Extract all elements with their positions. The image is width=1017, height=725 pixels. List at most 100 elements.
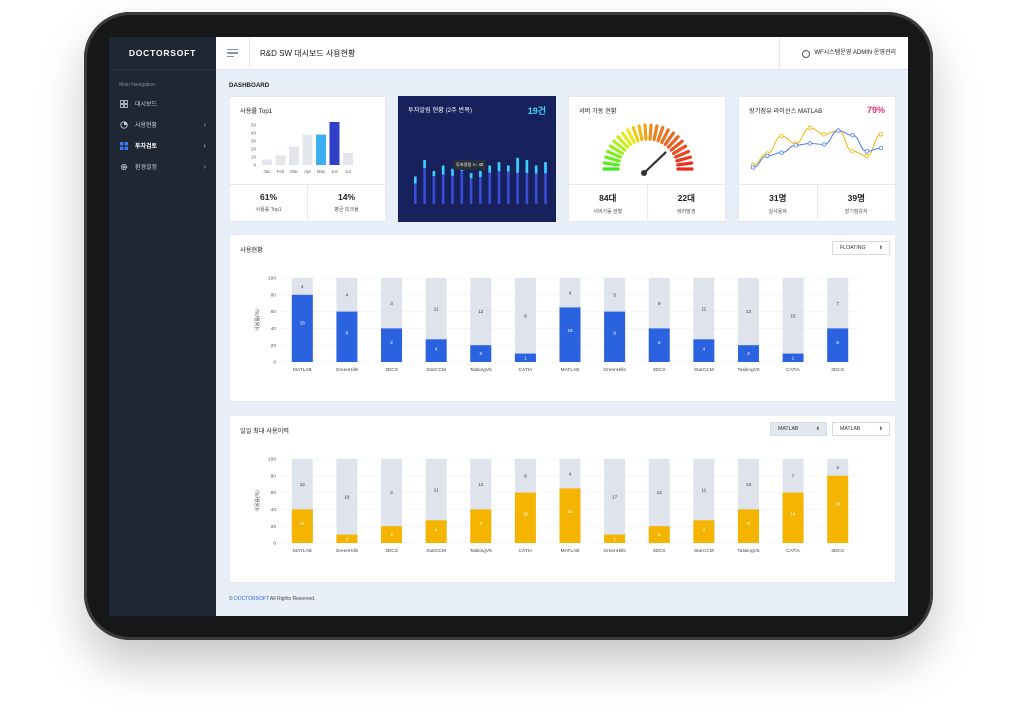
bar [336, 534, 358, 543]
x-tick-label: StarCCM [694, 548, 714, 554]
stat-server-errors: 22대 에러발생 [646, 185, 726, 221]
y-tick-label: 20 [271, 343, 277, 349]
card-title: 서버 가동 현황 [579, 108, 617, 115]
app-logo[interactable]: DOCTORSOFT [109, 37, 216, 70]
panel-title: 사용현황 [240, 247, 263, 254]
bar-highlight [479, 171, 482, 177]
bar-value-label: 2 [346, 536, 349, 541]
invest-count-badge: 19건 [527, 106, 546, 116]
sidebar-item-label: 대시보드 [135, 102, 158, 108]
stat-label: 에러발생 [677, 209, 696, 215]
footer-brand[interactable]: DOCTORSOFT [234, 596, 269, 602]
remaining-value-label: 12 [478, 309, 484, 314]
y-tick-label: 40 [271, 326, 277, 332]
license-type-select[interactable]: FLOATING ⬍ [832, 241, 890, 255]
bar [648, 526, 670, 543]
stat-real-users: 31명 실사용자 [739, 185, 817, 221]
y-tick-label: 50 [251, 123, 257, 128]
x-tick-label: CATIA [518, 548, 533, 554]
remaining-value-label: 12 [478, 482, 484, 487]
bar [497, 162, 501, 204]
gauge-tick [626, 128, 636, 144]
bar-value-label: 4 [703, 346, 706, 351]
gauge-needle [642, 151, 667, 175]
menu-icon[interactable] [227, 49, 238, 58]
software-filter-select[interactable]: MATLAB ⬍ [832, 422, 890, 436]
stat-long-holders: 39명 장기점유자 [816, 185, 896, 221]
data-point [864, 149, 869, 154]
gauge-tick [616, 135, 630, 149]
remaining-value-label: 11 [434, 306, 439, 311]
stat-label: 실사용자 [768, 209, 787, 215]
bar [316, 134, 326, 165]
data-point [850, 133, 855, 138]
bar [460, 160, 464, 204]
bar-value-label: 3 [479, 351, 482, 356]
data-point [821, 132, 827, 137]
bar [302, 134, 313, 165]
data-point [850, 149, 855, 154]
bar [381, 526, 403, 543]
x-tick-label: Jun [331, 169, 339, 174]
bar-value-label: 3 [479, 521, 482, 526]
bar-value-label: 9 [613, 330, 616, 335]
bar [343, 153, 353, 165]
bar-value-label: 1 [524, 355, 527, 360]
chevron-right-icon: › [203, 141, 206, 150]
license-percent-badge: 79% [866, 105, 885, 115]
software-select[interactable]: MATLAB ⬍ [770, 422, 827, 436]
bar [289, 146, 299, 165]
bar [604, 311, 626, 362]
page-title: R&D SW 대시보드 사용현황 [260, 49, 356, 58]
invest-chart [414, 157, 547, 204]
bar [469, 173, 473, 204]
stat-row: 31명 실사용자 39명 장기점유자 [739, 184, 895, 221]
bar-value-label: 4 [435, 346, 438, 351]
bar-value-label: 2 [390, 340, 393, 345]
gauge-tick [672, 144, 688, 156]
bar [488, 165, 491, 204]
remaining-value-label: 13 [746, 309, 752, 314]
stat-label: 사용률 Top1 [255, 207, 282, 213]
sidebar-item-settings[interactable]: 환경설정 › [109, 156, 216, 177]
x-tick-label: 3DCS [653, 548, 666, 554]
select-value: MATLAB [778, 426, 799, 432]
stat-value: 22대 [677, 193, 695, 203]
bar [737, 345, 759, 362]
y-tick-label: 60 [271, 309, 277, 315]
invest-card: 투자알림 현황 (2주 반복) 19건 투자알림 A : 40 [398, 96, 556, 222]
remaining-value-label: 3 [390, 301, 393, 306]
sidebar-item-usage[interactable]: 사용현황 › [109, 114, 216, 135]
sidebar-item-dashboard[interactable]: 대시보드 [109, 93, 216, 114]
sidebar-item-label: 투자검토 [135, 144, 158, 150]
bar [414, 176, 417, 204]
bar [514, 353, 536, 362]
bar [782, 492, 804, 543]
y-tick-label: 40 [271, 507, 277, 513]
user-menu[interactable]: WF시스템운영 ADMIN 운영관리 [802, 37, 896, 70]
x-tick-label: Jan [263, 169, 271, 174]
gauge-tick [666, 135, 680, 149]
x-tick-label: GreenHills [336, 548, 359, 554]
stat-value: 84대 [599, 193, 617, 203]
x-tick-label: 3DCS [831, 548, 844, 554]
x-tick-label: GreenHills [336, 367, 359, 373]
bar [336, 311, 358, 362]
sidebar-item-invest[interactable]: 투자검토 › [109, 135, 216, 156]
bar-value-label: 18 [835, 502, 841, 507]
remaining-value-label: 4 [569, 471, 572, 476]
stat-peak: 14% 평균 피크율 [307, 185, 385, 221]
x-tick-label: Jul [345, 169, 351, 174]
x-tick-label: GreenHills [603, 367, 626, 373]
bar-track [782, 278, 804, 362]
gauge-tick [660, 128, 670, 144]
bar-value-label: 4 [435, 527, 438, 532]
chevron-right-icon: › [203, 162, 206, 171]
remaining-value-label: 15 [791, 313, 797, 318]
dashboard-icon [119, 141, 128, 150]
bar-highlight [451, 168, 454, 176]
data-point [779, 150, 784, 155]
x-tick-label: MATLAB [293, 367, 312, 373]
bar-track [514, 278, 536, 362]
license-card: 장기점유 라이선스 MATLAB 79% 31명 실사용자 39명 장기점유자 [738, 96, 896, 222]
